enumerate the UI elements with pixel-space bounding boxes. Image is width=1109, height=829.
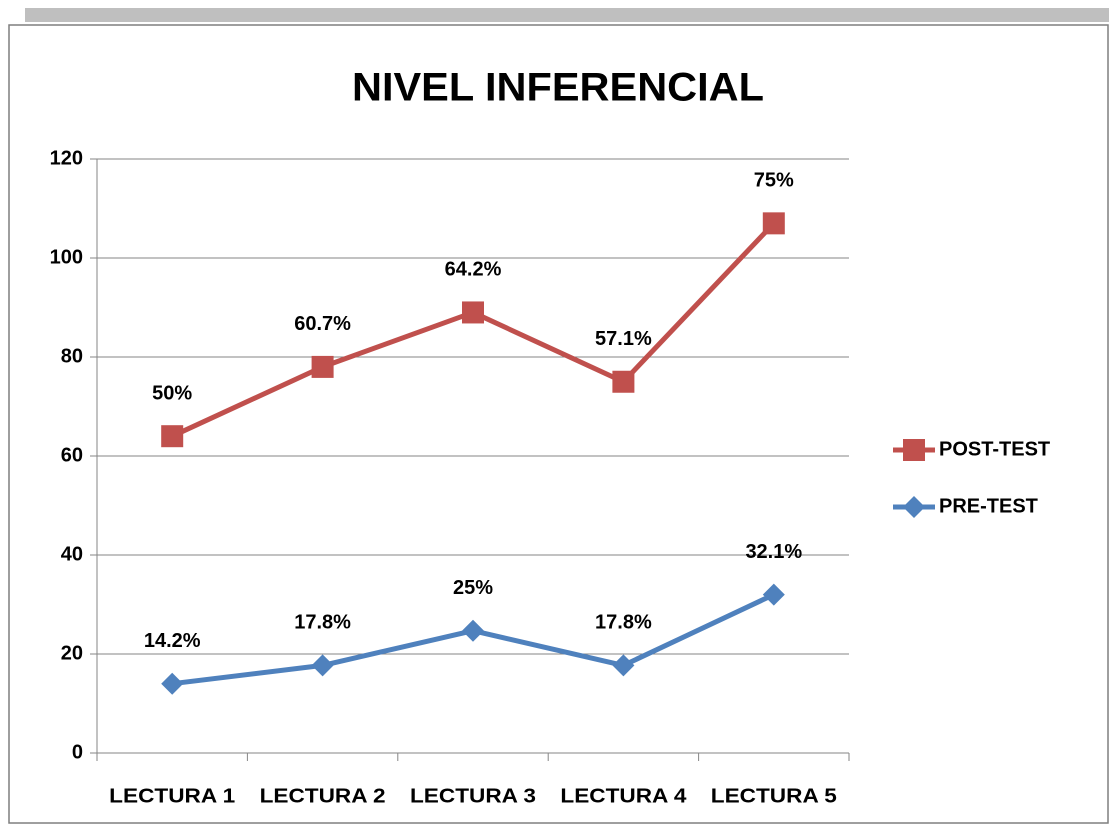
data-label: 25%	[453, 577, 493, 599]
y-tick-label: 0	[72, 741, 83, 763]
data-label: 50%	[152, 382, 192, 404]
x-tick-label: LECTURA 1	[109, 785, 235, 807]
point	[311, 654, 334, 677]
point	[762, 212, 785, 235]
data-label: 60.7%	[294, 313, 351, 335]
point	[462, 301, 484, 324]
data-label: 17.8%	[595, 612, 652, 634]
point	[161, 425, 184, 448]
top-bar	[25, 8, 1109, 22]
y-tick-label: 80	[61, 345, 83, 367]
x-tick-label: LECTURA 5	[711, 785, 837, 807]
y-tick-label: 60	[61, 444, 83, 466]
data-label: 64.2%	[445, 259, 502, 281]
data-label: 14.2%	[144, 630, 201, 652]
point	[612, 370, 635, 393]
data-label: 75%	[754, 170, 794, 192]
point	[462, 619, 484, 642]
point	[161, 672, 184, 695]
y-tick-label: 120	[50, 147, 83, 169]
data-label: 32.1%	[745, 541, 802, 563]
point	[762, 583, 785, 606]
legend-marker	[903, 496, 925, 518]
point	[311, 355, 334, 378]
y-tick-label: 20	[61, 642, 83, 664]
legend-label: PRE-TEST	[939, 495, 1038, 517]
x-tick-label: LECTURA 4	[560, 785, 687, 807]
data-label: 17.8%	[294, 612, 351, 634]
legend-label: POST-TEST	[939, 438, 1050, 460]
x-tick-label: LECTURA 3	[410, 785, 536, 807]
y-tick-label: 40	[61, 543, 83, 565]
chart-frame	[8, 24, 1109, 824]
chart-title: NIVEL INFERENCIAL	[352, 66, 764, 110]
legend-marker	[903, 439, 925, 461]
data-label: 57.1%	[595, 328, 652, 350]
point	[612, 654, 635, 677]
x-tick-label: LECTURA 2	[260, 785, 386, 807]
y-tick-label: 100	[50, 246, 83, 268]
